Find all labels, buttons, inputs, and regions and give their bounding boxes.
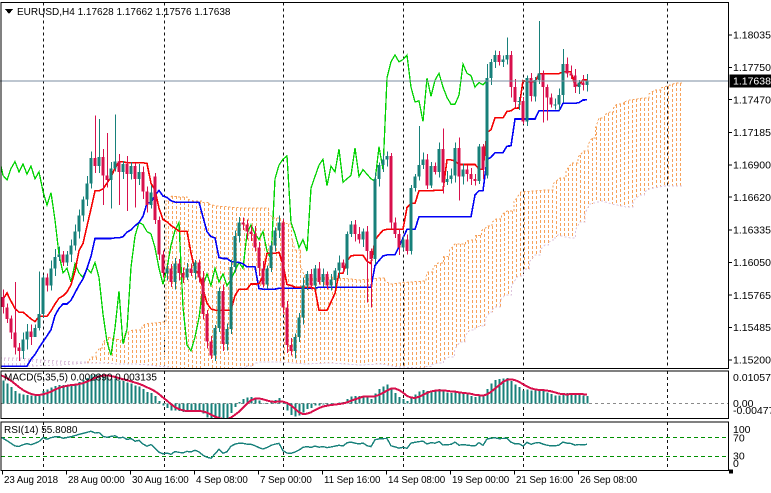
- svg-text:21 Sep 16:00: 21 Sep 16:00: [516, 475, 574, 486]
- svg-text:RSI(14) 55.8080: RSI(14) 55.8080: [4, 425, 78, 436]
- svg-text:-0.00477: -0.00477: [733, 405, 771, 417]
- svg-text:26 Sep 08:00: 26 Sep 08:00: [580, 475, 638, 486]
- svg-text:EURUSD,H4 1.17628 1.17662 1.1: EURUSD,H4 1.17628 1.17662 1.17576 1.1763…: [17, 7, 231, 18]
- svg-text:4 Sep 08:00: 4 Sep 08:00: [196, 475, 248, 486]
- svg-text:1.16335: 1.16335: [733, 225, 771, 237]
- svg-text:1.15765: 1.15765: [733, 290, 771, 302]
- svg-text:1.17470: 1.17470: [733, 94, 771, 106]
- svg-text:1.16050: 1.16050: [733, 257, 771, 269]
- svg-text:0.01057: 0.01057: [733, 372, 771, 384]
- svg-text:0.00: 0.00: [733, 398, 754, 410]
- svg-text:1.16620: 1.16620: [733, 192, 771, 204]
- svg-text:70: 70: [733, 433, 745, 445]
- svg-text:19 Sep 00:00: 19 Sep 00:00: [452, 475, 510, 486]
- svg-text:11 Sep 16:00: 11 Sep 16:00: [324, 475, 381, 486]
- svg-text:1.17638: 1.17638: [733, 76, 771, 88]
- svg-text:30 Aug 16:00: 30 Aug 16:00: [132, 475, 189, 486]
- svg-text:30: 30: [733, 451, 745, 463]
- svg-text:1.15485: 1.15485: [733, 322, 771, 334]
- svg-text:100: 100: [733, 424, 751, 436]
- svg-text:1.16900: 1.16900: [733, 160, 771, 172]
- svg-text:1.15200: 1.15200: [733, 355, 771, 367]
- svg-text:7 Sep 00:00: 7 Sep 00:00: [260, 475, 312, 486]
- svg-text:28 Aug 00:00: 28 Aug 00:00: [68, 475, 125, 486]
- svg-text:1.17185: 1.17185: [733, 127, 771, 139]
- svg-text:1.18035: 1.18035: [733, 30, 771, 42]
- svg-text:MACD(5,35,5) 0.002890 0.003135: MACD(5,35,5) 0.002890 0.003135: [4, 373, 157, 384]
- svg-text:23 Aug 2018: 23 Aug 2018: [4, 475, 59, 486]
- svg-text:0: 0: [733, 458, 739, 470]
- svg-text:14 Sep 08:00: 14 Sep 08:00: [388, 475, 446, 486]
- svg-text:1.17750: 1.17750: [733, 62, 771, 74]
